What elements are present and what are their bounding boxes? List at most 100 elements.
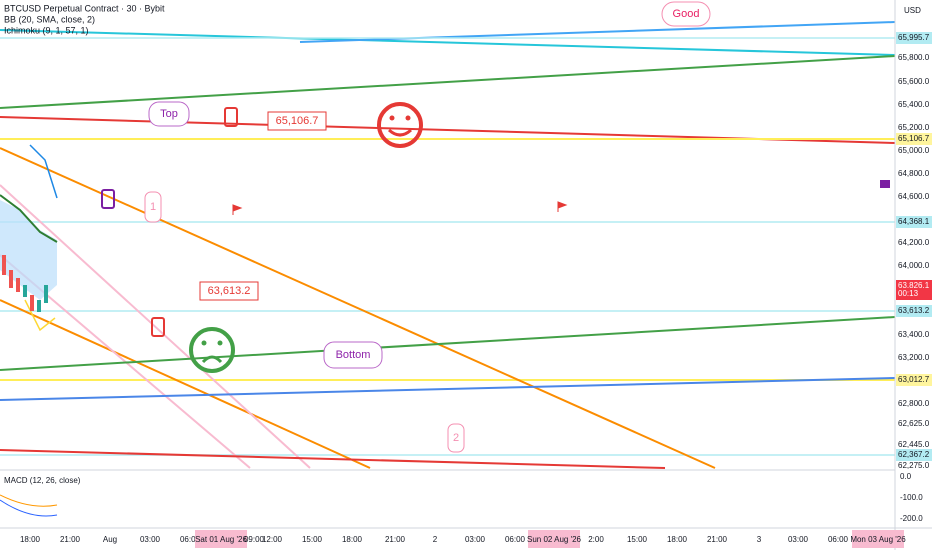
callout-text: 2 bbox=[453, 432, 459, 444]
price-tag bbox=[896, 288, 932, 300]
price-label: 64,000.0 bbox=[898, 261, 930, 270]
price-label: 65,000.0 bbox=[898, 146, 930, 155]
callout bbox=[447, 423, 465, 453]
callout-text: Good bbox=[673, 8, 700, 20]
time-label: 21:00 bbox=[385, 535, 406, 544]
price-label: 64,200.0 bbox=[898, 238, 930, 247]
date-tag bbox=[852, 530, 904, 548]
price-label: 65,200.0 bbox=[898, 123, 930, 132]
symbol-title: BTCUSD Perpetual Contract · 30 · Bybit bbox=[4, 3, 165, 13]
callout-text: 65,106.7 bbox=[276, 115, 319, 127]
eye bbox=[389, 115, 395, 121]
time-label: 15:00 bbox=[302, 535, 323, 544]
callout bbox=[148, 101, 190, 127]
time-label: 18:00 bbox=[20, 535, 41, 544]
time-label: 09:00 bbox=[244, 535, 265, 544]
candle bbox=[30, 295, 34, 311]
price-label: 64,600.0 bbox=[898, 192, 930, 201]
price-label: 65,800.0 bbox=[898, 53, 930, 62]
date-tag bbox=[195, 530, 247, 548]
price-label: 62,625.0 bbox=[898, 419, 930, 428]
flag bbox=[557, 201, 568, 212]
trend-line bbox=[0, 55, 896, 109]
time-label: 15:00 bbox=[627, 535, 648, 544]
macd-axis-label: 0.0 bbox=[900, 472, 912, 481]
price-label: 65,106.7 bbox=[898, 134, 930, 143]
candle bbox=[37, 300, 41, 312]
ichimoku-line bbox=[0, 194, 58, 243]
price-callout bbox=[267, 111, 327, 131]
price-label: 62,275.0 bbox=[898, 461, 930, 470]
price-label: 63,200.0 bbox=[898, 353, 930, 362]
time-label: 03:00 bbox=[465, 535, 486, 544]
candle bbox=[16, 278, 20, 292]
time-label: 2:00 bbox=[588, 535, 604, 544]
macd-axis-label: -200.0 bbox=[900, 514, 923, 523]
mouth bbox=[201, 355, 223, 364]
frown bbox=[189, 327, 235, 373]
eye bbox=[217, 340, 223, 346]
time-label: 06:00 bbox=[828, 535, 849, 544]
eye bbox=[405, 115, 411, 121]
price-tag bbox=[896, 32, 932, 44]
flag bbox=[232, 204, 243, 215]
time-label: 03:00 bbox=[140, 535, 161, 544]
smiley bbox=[377, 102, 423, 148]
time-label: Aug bbox=[103, 535, 117, 544]
hand-icon bbox=[224, 107, 238, 127]
trend-line bbox=[0, 147, 716, 469]
price-label: 65,400.0 bbox=[898, 100, 930, 109]
callout bbox=[323, 341, 383, 369]
time-label: 12:00 bbox=[262, 535, 283, 544]
macd-line bbox=[0, 499, 58, 517]
time-label: 18:00 bbox=[342, 535, 363, 544]
price-label: 62,445.0 bbox=[898, 440, 930, 449]
cloud bbox=[0, 200, 57, 300]
callout-text: 1 bbox=[150, 201, 156, 213]
trend-line bbox=[0, 184, 311, 469]
candle bbox=[2, 255, 6, 275]
trend-line bbox=[0, 299, 371, 469]
price-label: 63,613.2 bbox=[898, 306, 930, 315]
price-tag bbox=[896, 449, 932, 461]
time-label: Mon 03 Aug '26 bbox=[850, 535, 906, 544]
price-tag bbox=[896, 305, 932, 317]
trend-line bbox=[0, 377, 896, 401]
price-label: 00:13 bbox=[898, 289, 919, 298]
date-tag bbox=[528, 530, 580, 548]
currency: USD bbox=[904, 6, 921, 15]
signal-line bbox=[0, 494, 58, 507]
callout-text: 63,613.2 bbox=[208, 285, 251, 297]
price-label: 64,368.1 bbox=[898, 217, 930, 226]
time-label: 18:00 bbox=[667, 535, 688, 544]
price-tag bbox=[896, 216, 932, 228]
callout bbox=[144, 191, 162, 223]
price-label: 65,995.7 bbox=[898, 33, 930, 42]
price-axis: 65,995.7 65,800.0 65,600.0 65,400.0 65,200.0… bbox=[896, 32, 932, 523]
time-label: 03:00 bbox=[788, 535, 809, 544]
price-label: 63,400.0 bbox=[898, 330, 930, 339]
indicator-label: BB (20, SMA, close, 2) bbox=[4, 14, 95, 24]
time-label: 06:00 bbox=[505, 535, 526, 544]
price-series bbox=[0, 144, 58, 332]
callout bbox=[661, 1, 711, 27]
time-label: 21:00 bbox=[60, 535, 81, 544]
eye bbox=[201, 340, 207, 346]
price-label: 62,367.2 bbox=[898, 450, 930, 459]
candle bbox=[44, 285, 48, 303]
price-label: 62,800.0 bbox=[898, 399, 930, 408]
bb-band bbox=[29, 144, 58, 199]
hand-icon bbox=[151, 317, 165, 337]
candle bbox=[23, 285, 27, 297]
mouth bbox=[387, 128, 413, 137]
flag bbox=[880, 180, 890, 188]
candle bbox=[9, 270, 13, 288]
time-label: 2 bbox=[433, 535, 438, 544]
price-label: 65,600.0 bbox=[898, 77, 930, 86]
price-label: 64,800.0 bbox=[898, 169, 930, 178]
time-label: Sat 01 Aug '26 bbox=[195, 535, 247, 544]
macd-label: MACD (12, 26, close) bbox=[4, 476, 81, 485]
price-tag bbox=[896, 133, 932, 145]
